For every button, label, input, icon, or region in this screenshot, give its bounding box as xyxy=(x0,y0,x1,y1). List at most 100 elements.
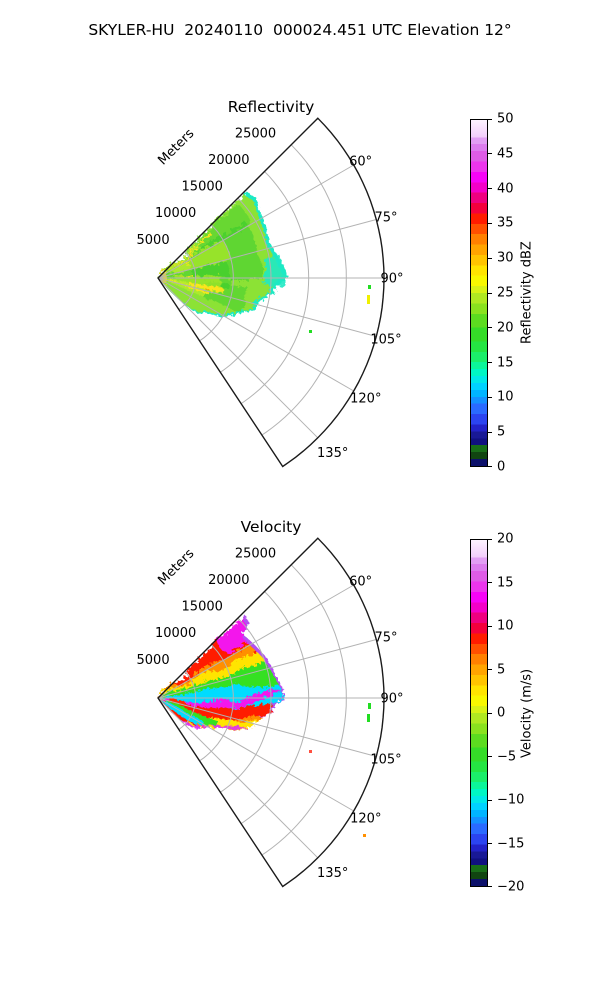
stray-echo xyxy=(309,750,312,753)
angle-label: 90° xyxy=(380,692,403,707)
echo-region xyxy=(263,256,283,287)
colorbar-tickmark xyxy=(488,799,492,801)
velocity-colorbar-label: Velocity (m/s) xyxy=(519,668,535,758)
stray-echo xyxy=(368,285,371,289)
echo-region xyxy=(174,709,262,731)
colorbar-tick-label: 10 xyxy=(497,618,514,634)
colorbar-tickmark xyxy=(488,396,492,398)
colorbar-tickmark xyxy=(488,712,492,714)
echo-region xyxy=(189,722,195,727)
colorbar-tick-label: −5 xyxy=(497,749,517,764)
colorbar-tick-label: −15 xyxy=(497,836,525,851)
colorbar-tickmark xyxy=(488,582,492,583)
range-ring-label: 15000 xyxy=(182,180,223,195)
sector-outline xyxy=(157,537,385,888)
colorbar-tick-label: 10 xyxy=(497,389,514,405)
colorbar-tick-label: 45 xyxy=(497,146,514,162)
stray-echo xyxy=(363,834,366,837)
colorbar-tick-label: 40 xyxy=(497,181,514,197)
echo-region xyxy=(173,275,198,278)
range-ring xyxy=(261,564,347,856)
reflectivity-colorbar-ticks: 50 45 40 35 30 25 20 15 10 5 0 xyxy=(488,112,548,475)
angle-label: 75° xyxy=(374,210,397,225)
angle-label: 135° xyxy=(317,446,348,461)
echo-region xyxy=(158,645,256,698)
colorbar-tick-label: 30 xyxy=(497,250,514,266)
reflectivity-ppi-plot: Reflectivity 5000 10000 15000 20000 25000 Mete… xyxy=(137,98,404,468)
colorbar-tick-label: 20 xyxy=(497,320,514,336)
echo-region xyxy=(165,279,207,297)
colorbar-tick-label: −10 xyxy=(497,792,525,808)
echo-region xyxy=(198,725,205,730)
velocity-ppi-plot: Velocity 5000 10000 15000 20000 25000 Meters 60… xyxy=(137,518,404,888)
angle-label: 90° xyxy=(380,272,403,287)
colorbar-tickmark xyxy=(488,222,492,224)
velocity-colorbar: 20 15 10 5 0 −5 −10 −15 −20 Velocity (m/s) xyxy=(470,532,580,895)
range-ring xyxy=(240,171,310,405)
colorbar-tickmark xyxy=(488,625,492,627)
angle-label: 75° xyxy=(374,630,397,645)
sector-outline xyxy=(157,117,385,468)
colorbar-tickmark xyxy=(488,886,492,887)
angle-label: 135° xyxy=(317,866,348,881)
echo-data-layer xyxy=(158,614,282,732)
range-ring xyxy=(220,197,272,373)
colorbar-tick-label: 5 xyxy=(497,424,506,440)
colorbar-tickmark xyxy=(488,466,492,467)
colorbar-tickmark xyxy=(488,153,492,155)
colorbar-tickmark xyxy=(488,292,492,294)
angle-label: 105° xyxy=(370,333,401,348)
range-ring-label: 25000 xyxy=(235,546,276,561)
range-ring xyxy=(178,251,197,310)
angle-label: 60° xyxy=(349,155,372,170)
range-axis-label: Meters xyxy=(155,546,197,588)
colorbar-tick-label: 50 xyxy=(497,111,514,127)
colorbar-tickmark xyxy=(488,119,492,120)
range-ring-label: 15000 xyxy=(182,600,223,615)
colorbar-tick-label: 20 xyxy=(497,531,514,547)
echo-region xyxy=(210,726,217,732)
range-ring xyxy=(178,671,197,730)
range-ring xyxy=(199,644,234,762)
colorbar-tickmark xyxy=(488,843,492,844)
range-ring xyxy=(199,224,234,342)
echo-region xyxy=(160,689,281,709)
range-ring xyxy=(220,617,272,793)
echo-region xyxy=(162,232,213,275)
colorbar-tickmark xyxy=(488,188,492,190)
stray-echo xyxy=(367,295,370,304)
range-ring-label: 25000 xyxy=(235,126,276,141)
colorbar-tick-label: −20 xyxy=(497,879,525,895)
colorbar-tickmark xyxy=(488,257,492,259)
range-ring-label: 10000 xyxy=(155,206,196,221)
colorbar-tick-label: 15 xyxy=(497,355,514,371)
colorbar-tickmark xyxy=(488,362,492,364)
plot-title: Reflectivity xyxy=(228,98,315,116)
echo-region xyxy=(196,203,253,252)
velocity-colorbar-ticks: 20 15 10 5 0 −5 −10 −15 −20 xyxy=(488,532,548,895)
colorbar-tick-label: 25 xyxy=(497,285,514,301)
echo-region xyxy=(160,698,221,728)
stray-echo xyxy=(309,330,312,333)
colorbar-tick-label: 0 xyxy=(497,705,506,721)
colorbar-tick-label: 35 xyxy=(497,215,514,231)
stray-echo xyxy=(368,703,371,709)
colorbar-tickmark xyxy=(488,756,492,757)
angle-label: 120° xyxy=(350,812,381,827)
colorbar-tickmark xyxy=(488,431,492,433)
polar-grid xyxy=(157,564,384,859)
range-ring-label: 20000 xyxy=(208,153,249,168)
colorbar-tickmark xyxy=(488,669,492,670)
colorbar-tick-label: 0 xyxy=(497,459,506,475)
reflectivity-colorbar: 50 45 40 35 30 25 20 15 10 5 0 Reflectivity dBZ xyxy=(470,112,580,475)
echo-region xyxy=(217,616,248,654)
angle-label: 60° xyxy=(349,575,372,590)
echo-region xyxy=(171,240,232,275)
colorbar-tick-label: 15 xyxy=(497,575,514,590)
plot-title: Velocity xyxy=(241,518,302,536)
velocity-colorbar-gradient xyxy=(470,539,488,887)
range-ring xyxy=(261,144,347,436)
polar-grid xyxy=(157,144,384,439)
echo-region xyxy=(204,287,209,290)
